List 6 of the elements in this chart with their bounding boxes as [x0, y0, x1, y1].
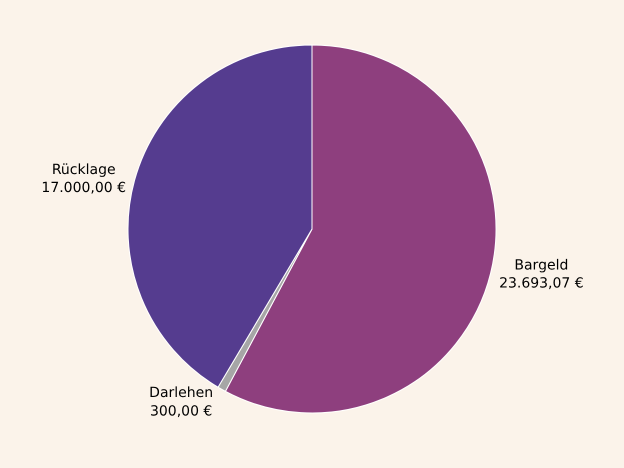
data-label: 300,00 € [150, 403, 212, 420]
slice-label: Bargeld [514, 258, 568, 274]
data-label: 17.000,00 € [41, 180, 126, 196]
slice-label: Darlehen [149, 385, 214, 402]
slice-label: Rücklage [52, 162, 116, 178]
data-label: 23.693,07 € [499, 276, 584, 292]
